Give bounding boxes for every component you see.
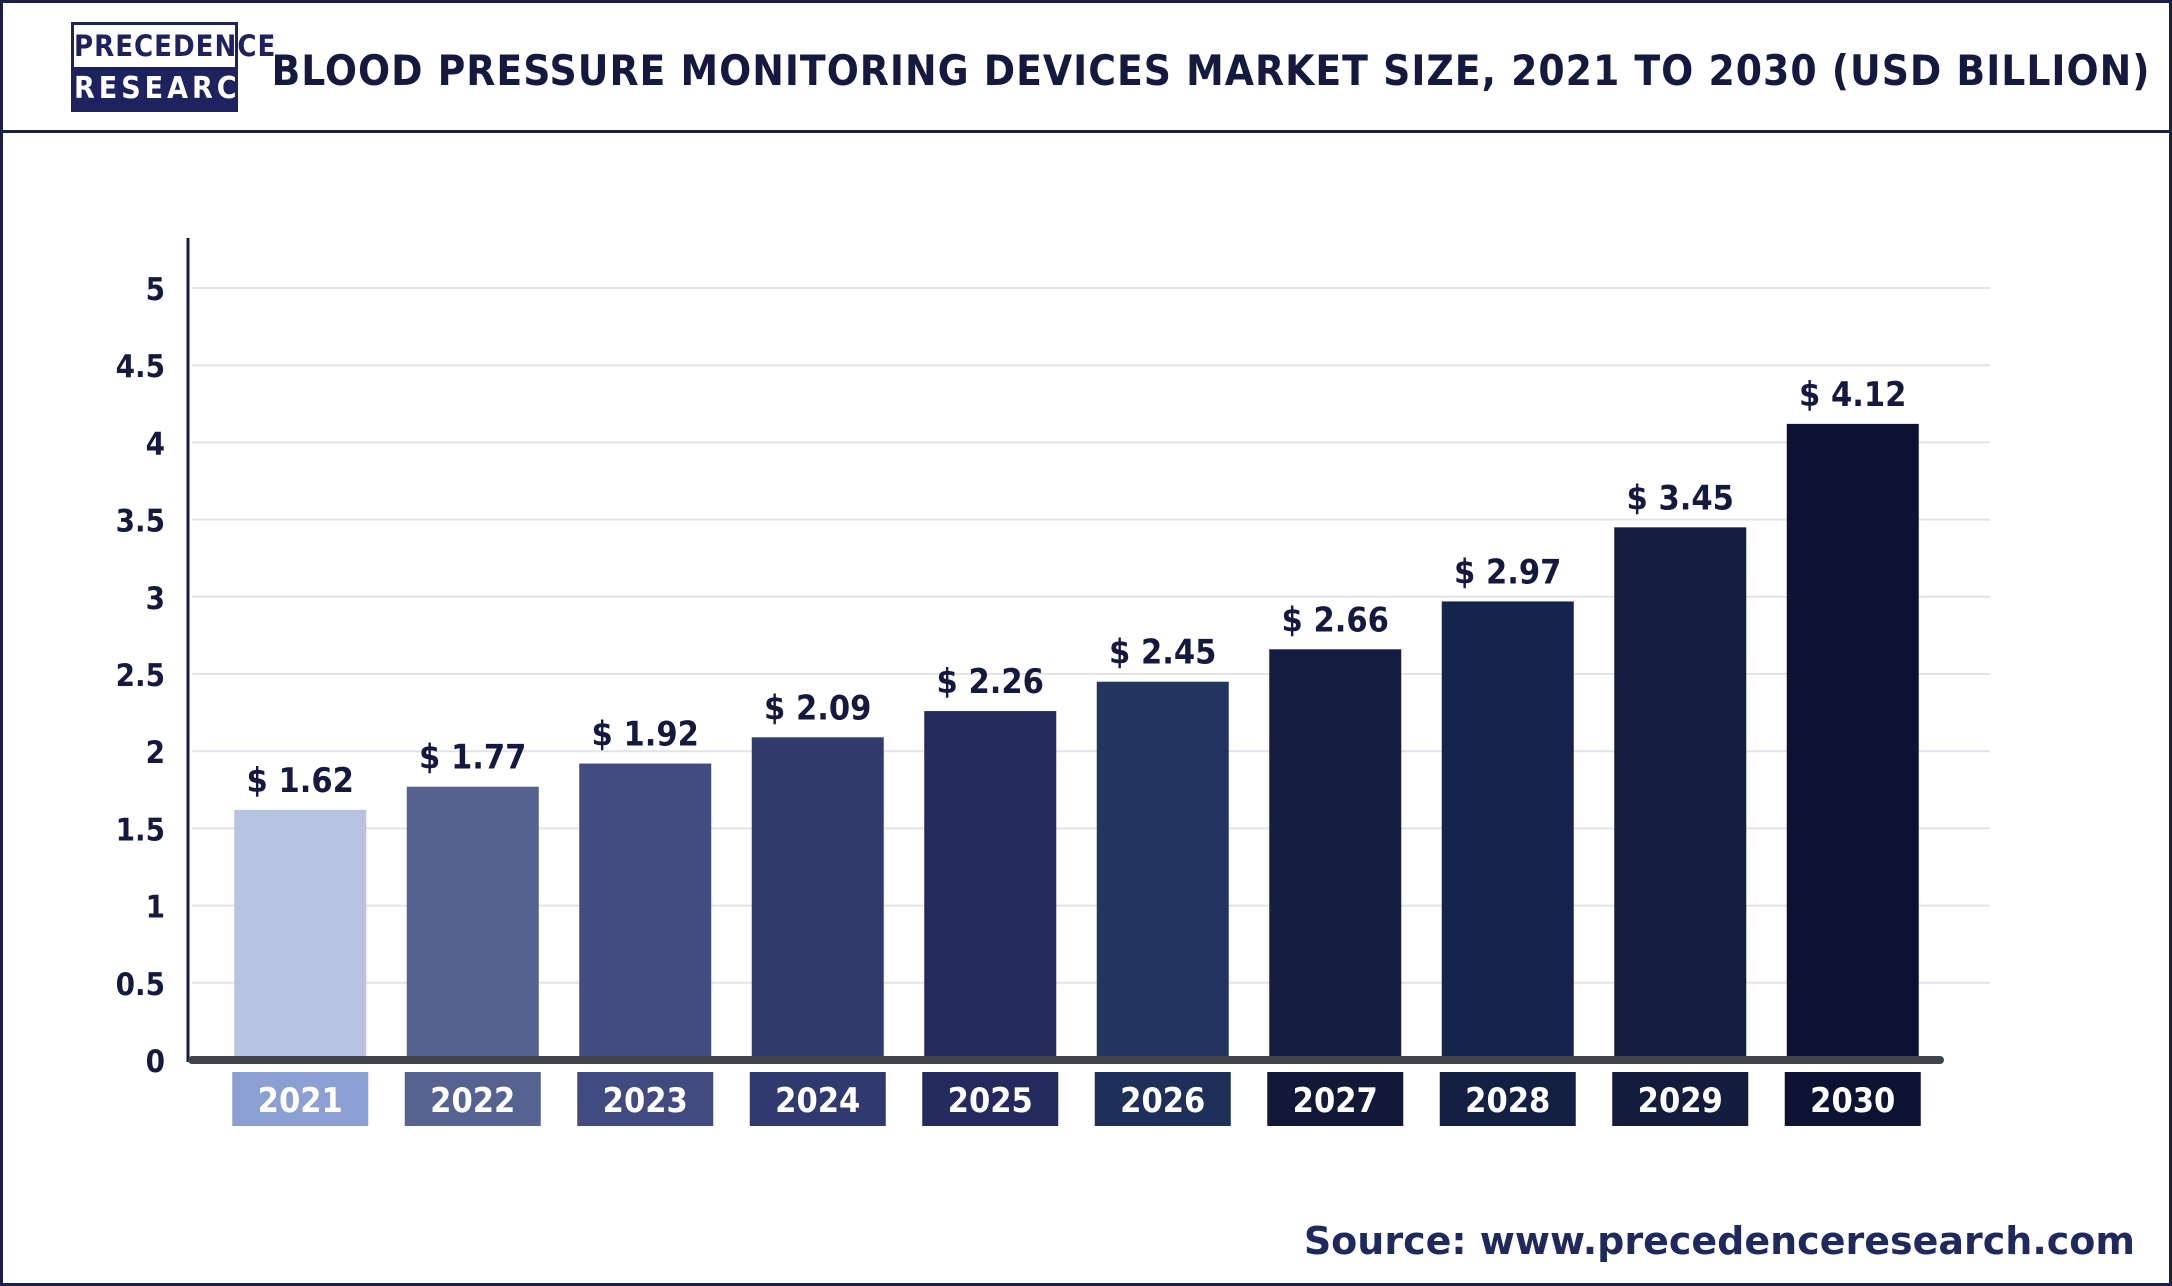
category-label-box — [1267, 1072, 1404, 1126]
x-tick-label: 2021 — [258, 1081, 343, 1121]
bar-value-label: $ 2.09 — [764, 688, 871, 728]
category-label-box — [577, 1072, 714, 1126]
y-tick-label: 0.5 — [116, 967, 165, 1003]
bar — [1786, 423, 1919, 1060]
y-tick-label: 3.5 — [116, 504, 165, 540]
x-tick-label: 2030 — [1810, 1081, 1895, 1121]
brand-logo: PRECEDENCE RESEARCH — [71, 22, 275, 112]
bar — [1269, 649, 1402, 1060]
bar-value-label: $ 1.77 — [419, 738, 526, 778]
y-tick-label: 1.5 — [116, 812, 165, 848]
bar-value-label: $ 1.92 — [592, 715, 699, 755]
x-tick-label: 2026 — [1120, 1081, 1205, 1121]
x-tick-label: 2023 — [603, 1081, 688, 1121]
y-tick-label: 0 — [146, 1044, 165, 1080]
y-tick-label: 2.5 — [116, 658, 165, 694]
category-label-box — [404, 1072, 541, 1126]
y-tick-label: 4 — [146, 426, 165, 462]
bar — [1096, 681, 1229, 1060]
y-tick-label: 5 — [146, 272, 165, 308]
bar — [751, 737, 884, 1060]
header: PRECEDENCE RESEARCH BLOOD PRESSURE MONIT… — [3, 3, 2169, 133]
bar-value-label: $ 4.12 — [1799, 375, 1906, 415]
x-tick-label: 2024 — [775, 1081, 860, 1121]
bar-value-label: $ 2.26 — [937, 662, 1044, 702]
x-tick-label: 2029 — [1638, 1081, 1723, 1121]
bar-value-label: $ 1.62 — [247, 761, 354, 801]
bar-value-label: $ 3.45 — [1627, 478, 1734, 518]
y-tick-label: 2 — [146, 735, 165, 771]
x-tick-label: 2027 — [1293, 1081, 1378, 1121]
bar — [234, 809, 367, 1060]
x-tick-label: 2028 — [1465, 1081, 1550, 1121]
bar — [1614, 527, 1747, 1060]
bar-value-label: $ 2.66 — [1282, 600, 1389, 640]
x-tick-label: 2022 — [430, 1081, 515, 1121]
x-tick-label: 2025 — [948, 1081, 1033, 1121]
category-label-box — [922, 1072, 1059, 1126]
bar — [1441, 601, 1574, 1060]
y-tick-label: 4.5 — [116, 349, 165, 385]
category-label-box — [1094, 1072, 1231, 1126]
category-label-box — [1439, 1072, 1576, 1126]
source-credit: Source: www.precedenceresearch.com — [1303, 1219, 2135, 1263]
brand-logo-line2: RESEARCH — [74, 71, 268, 106]
bar — [579, 763, 712, 1060]
bar-value-label: $ 2.45 — [1109, 633, 1216, 673]
category-label-box — [1784, 1072, 1921, 1126]
bar-value-label: $ 2.97 — [1454, 552, 1561, 592]
bar — [924, 711, 1057, 1060]
category-label-box — [1612, 1072, 1749, 1126]
chart-title: BLOOD PRESSURE MONITORING DEVICES MARKET… — [271, 46, 2151, 95]
y-tick-label: 3 — [146, 581, 165, 617]
category-label-box — [749, 1072, 886, 1126]
bar — [406, 786, 539, 1060]
y-tick-label: 1 — [146, 890, 165, 926]
category-label-box — [232, 1072, 369, 1126]
